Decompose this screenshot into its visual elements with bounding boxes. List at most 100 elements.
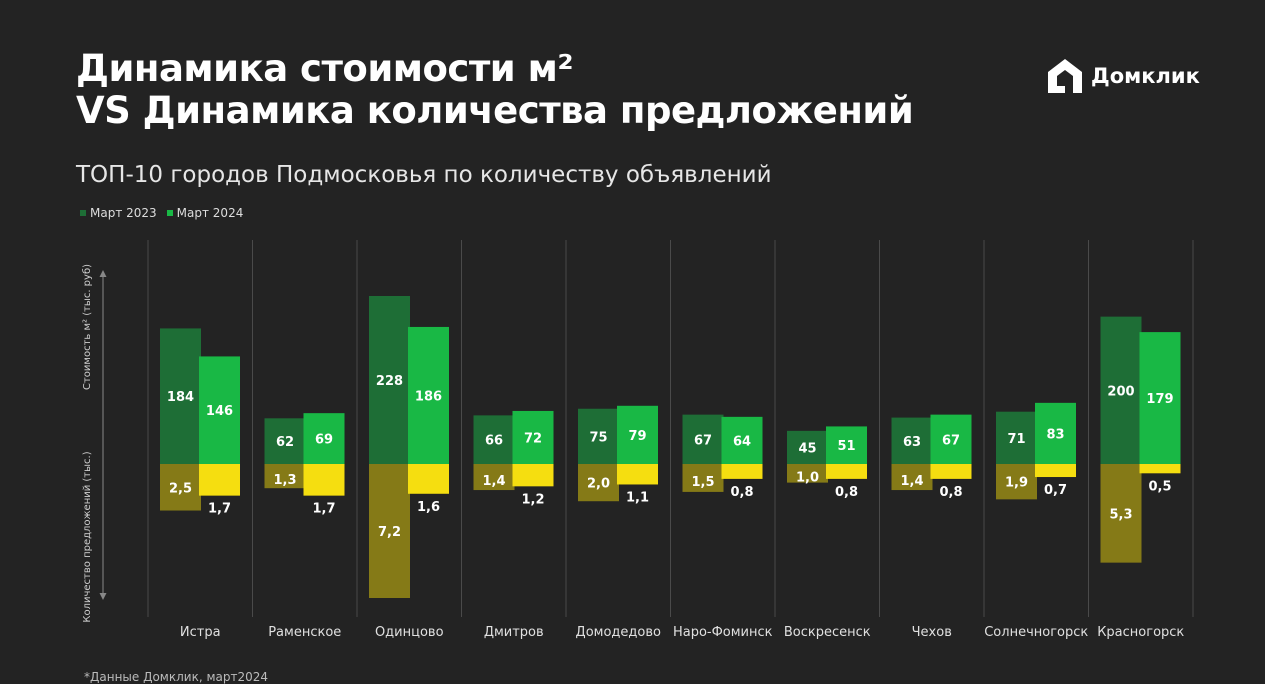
price-bar-2024 (303, 413, 345, 464)
price-bar-2023 (996, 411, 1037, 464)
count-label-2024: 1,7 (312, 502, 335, 517)
category-label: Красногорск (1097, 625, 1184, 640)
price-label-2024: 67 (942, 433, 960, 448)
count-bar-2024 (930, 464, 972, 479)
count-label-2024: 0,7 (1044, 483, 1067, 498)
price-label-2023: 66 (485, 434, 503, 449)
count-bar-2023 (473, 464, 515, 491)
logo-text: Домклик (1091, 64, 1200, 88)
count-bar-2024 (408, 464, 449, 494)
chart-legend: Март 2023 Март 2024 (80, 206, 243, 220)
title-line-1: Динамика стоимости м² (76, 47, 574, 90)
count-bar-2023 (369, 464, 410, 598)
count-label-2024: 0,8 (730, 485, 753, 500)
price-label-2024: 72 (524, 431, 542, 446)
price-label-2024: 79 (628, 429, 646, 444)
footnote: *Данные Домклик, март2024 (84, 670, 269, 684)
count-label-2023: 1,5 (691, 475, 714, 490)
price-bar-2023 (891, 417, 933, 464)
category-label: Одинцово (375, 625, 444, 640)
count-label-2023: 5,3 (1109, 507, 1132, 522)
category-label: Чехов (912, 625, 952, 640)
price-bar-2023 (264, 418, 306, 464)
price-label-2023: 184 (167, 390, 194, 405)
house-logo-icon (1048, 59, 1082, 93)
price-label-2024: 69 (315, 433, 333, 448)
count-bar-2024 (1139, 464, 1181, 474)
count-label-2023: 1,9 (1005, 476, 1028, 491)
price-bar-2023 (160, 328, 201, 464)
price-label-2023: 200 (1107, 384, 1134, 399)
count-bar-2023 (682, 464, 724, 492)
count-bar-2023 (891, 464, 933, 491)
price-label-2024: 186 (415, 389, 442, 404)
price-bar-2024 (617, 405, 658, 464)
category-label: Раменское (268, 625, 341, 640)
count-bar-2023 (787, 464, 828, 483)
count-label-2023: 1,4 (900, 474, 923, 489)
category-label: Наро-Фоминск (673, 625, 773, 640)
price-label-2023: 75 (589, 430, 607, 445)
price-label-2023: 228 (376, 374, 403, 389)
y-axis-label-price: Стоимость м² (тыс. руб) (82, 264, 93, 390)
price-bar-2023 (682, 414, 724, 464)
legend-label-2024: Март 2024 (176, 206, 244, 220)
domclick-logo: Домклик (1046, 56, 1200, 96)
count-bar-2024 (303, 464, 345, 496)
count-label-2023: 1,4 (482, 474, 505, 489)
count-label-2024: 0,8 (939, 485, 962, 500)
price-label-2024: 179 (1146, 392, 1173, 407)
price-label-2024: 83 (1046, 427, 1064, 442)
count-bar-2024 (199, 464, 240, 496)
count-label-2023: 2,0 (587, 477, 610, 492)
y-axis-arrow-up (99, 270, 107, 277)
price-label-2023: 67 (694, 433, 712, 448)
price-label-2023: 63 (903, 435, 921, 450)
page-title: Динамика стоимости м² VS Динамика количе… (76, 47, 914, 132)
count-label-2024: 1,6 (417, 500, 440, 515)
category-label: Истра (180, 625, 221, 640)
price-bar-2024 (1139, 332, 1181, 464)
count-bar-2023 (578, 464, 619, 502)
price-label-2023: 71 (1007, 432, 1025, 447)
count-bar-2024 (826, 464, 867, 479)
price-label-2024: 51 (837, 439, 855, 454)
legend-swatch-2023 (80, 210, 86, 216)
price-label-2023: 62 (276, 435, 294, 450)
y-axis-arrow-down (99, 593, 107, 600)
price-bar-2024 (721, 416, 763, 464)
legend-item-2024: Март 2024 (166, 206, 244, 220)
price-bar-2023 (1100, 316, 1142, 464)
price-bar-2024 (199, 356, 240, 464)
price-label-2023: 45 (798, 441, 816, 456)
page-subtitle: ТОП-10 городов Подмосковья по количеству… (76, 162, 772, 188)
count-bar-2024 (512, 464, 554, 487)
price-bar-2023 (787, 430, 828, 464)
count-label-2024: 0,8 (835, 485, 858, 500)
price-bar-2024 (930, 414, 972, 464)
category-label: Домодедово (576, 625, 661, 640)
count-bar-2023 (264, 464, 306, 489)
price-bar-2023 (473, 415, 515, 464)
count-label-2024: 1,7 (208, 502, 231, 517)
count-bar-2023 (996, 464, 1037, 500)
category-label: Дмитров (484, 625, 544, 640)
legend-swatch-2024 (166, 210, 173, 216)
price-label-2024: 64 (733, 434, 751, 449)
price-label-2024: 146 (206, 404, 233, 419)
count-label-2023: 1,0 (796, 470, 819, 485)
price-bar-2024 (512, 410, 554, 464)
price-bar-2023 (578, 408, 619, 464)
count-bar-2024 (617, 464, 658, 485)
legend-label-2023: Март 2023 (90, 206, 157, 220)
price-bar-2023 (369, 296, 410, 464)
count-bar-2024 (721, 464, 763, 479)
count-label-2024: 0,5 (1148, 479, 1171, 494)
category-label: Солнечногорск (984, 625, 1088, 640)
category-label: Воскресенск (784, 625, 871, 640)
count-bar-2023 (160, 464, 201, 511)
count-bar-2023 (1100, 464, 1142, 563)
count-label-2023: 7,2 (378, 525, 401, 540)
count-label-2024: 1,1 (626, 490, 649, 505)
